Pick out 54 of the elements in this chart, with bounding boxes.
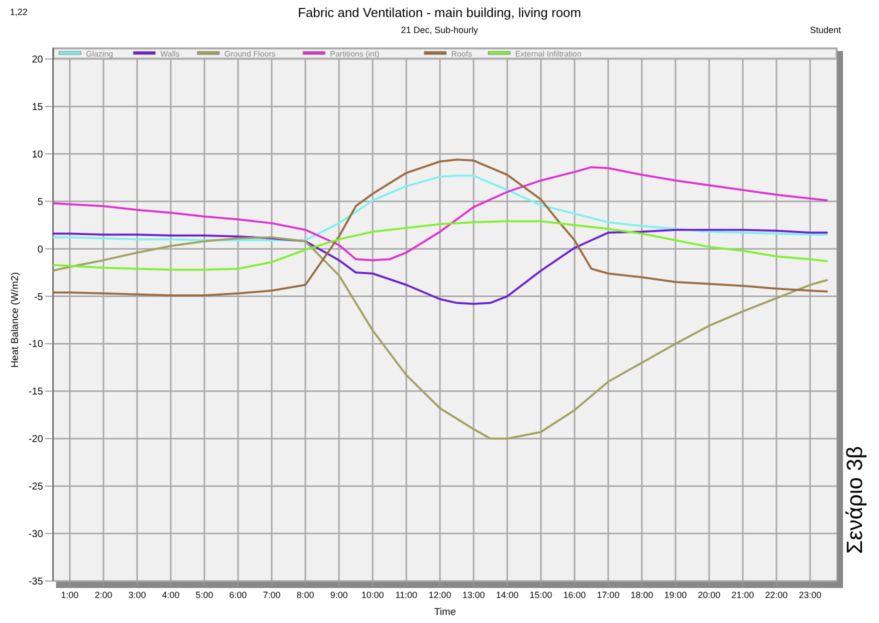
x-tick-label: 6:00 [229,590,247,600]
y-tick-label: -25 [28,482,44,493]
y-tick-label: -5 [34,292,44,303]
x-tick-label: 19:00 [664,590,687,600]
x-tick-label: 1:00 [61,590,79,600]
x-tick-label: 9:00 [330,590,348,600]
line-series [53,220,828,271]
legend-label: Glazing [86,50,114,58]
x-tick-label: 3:00 [128,590,146,600]
text: Σενάριο 3β [842,446,867,554]
x-tick-label: 13:00 [462,590,485,600]
x-tick-label: 8:00 [296,590,314,600]
line-series [53,174,828,242]
x-tick-label: 23:00 [798,590,822,600]
chart-title: Fabric and Ventilation - main building, living room [298,5,582,20]
line-series [53,158,828,296]
y-tick-label: 10 [32,149,44,160]
y-tick-label: -15 [28,386,44,398]
x-axis-title: Time [434,607,456,618]
x-tick-label: 7:00 [262,590,280,600]
x-tick-label: 4:00 [162,590,180,600]
x-tick-label: 21:00 [732,590,754,600]
line-series [53,236,828,440]
x-tick-label: 15:00 [530,590,552,600]
x-tick-label: 12:00 [428,590,452,600]
x-tick-label: 22:00 [765,590,788,600]
x-tick-label: 10:00 [361,590,384,600]
line-series [53,228,828,305]
x-tick-label: 2:00 [94,590,112,600]
y-axis-title: Heat Balance (W/m2) [10,272,21,368]
chart-subtitle: 21 Dec, Sub-hourly [400,25,479,35]
text: Student [810,25,842,35]
x-tick-label: 14:00 [496,590,519,600]
x-tick-label: 5:00 [196,590,214,600]
legend-label: Roofs [451,50,472,58]
x-tick-label: 17:00 [596,590,620,600]
legend-label: External Infiltration [515,50,582,58]
y-tick-label: 15 [32,102,44,113]
legend-label: Ground Floors [224,50,276,58]
y-tick-label: 5 [37,196,44,208]
x-tick-label: 18:00 [630,590,654,600]
y-tick-label: 20 [32,54,44,66]
x-tick-label: 11:00 [395,590,418,600]
text: 1,22 [10,7,28,17]
x-tick-label: 16:00 [563,590,586,600]
line-series [53,166,828,262]
y-tick-label: 0 [37,244,44,256]
x-tick-label: 20:00 [698,590,720,600]
y-tick-label: -35 [28,576,44,588]
y-tick-label: -10 [28,339,44,350]
y-tick-label: -30 [28,529,44,540]
y-tick-label: -20 [28,434,44,446]
legend-label: Walls [160,50,180,58]
legend-label: Partitions (int) [330,50,380,58]
